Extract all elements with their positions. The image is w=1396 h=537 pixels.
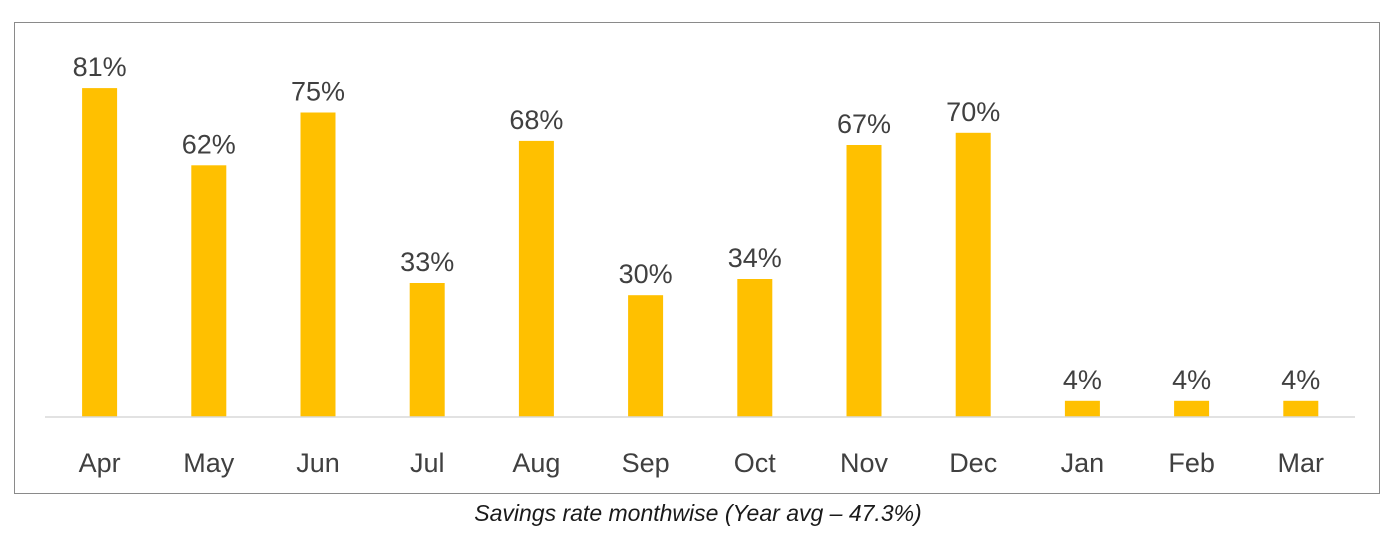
chart-frame: 81% 62% 75% 33% 68% 30% 34% 67% 70% 4% 4% 4% Apr May… xyxy=(14,22,1380,494)
bar-chart: 81% 62% 75% 33% 68% 30% 34% 67% 70% 4% 4% 4% Apr May… xyxy=(45,52,1355,478)
x-tick-label-jul: Jul xyxy=(410,448,445,478)
data-label-apr: 81% xyxy=(73,52,127,82)
data-label-oct: 34% xyxy=(728,243,782,273)
x-tick-labels-group: Apr May Jun Jul Aug Sep Oct Nov Dec Jan Feb Mar xyxy=(79,448,1324,478)
data-label-jun: 75% xyxy=(291,77,345,107)
data-label-jan: 4% xyxy=(1063,365,1102,395)
bar-oct xyxy=(737,279,773,417)
x-tick-label-feb: Feb xyxy=(1168,448,1215,478)
bars-group xyxy=(82,88,1319,418)
bar-jun xyxy=(300,112,336,417)
x-tick-label-dec: Dec xyxy=(949,448,997,478)
bar-sep xyxy=(628,295,664,417)
bar-dec xyxy=(955,132,991,418)
x-tick-label-jun: Jun xyxy=(296,448,340,478)
x-tick-label-sep: Sep xyxy=(622,448,670,478)
bar-jan xyxy=(1064,400,1100,417)
bar-feb xyxy=(1174,400,1210,417)
data-label-nov: 67% xyxy=(837,109,891,139)
x-tick-label-may: May xyxy=(183,448,235,478)
bar-may xyxy=(191,165,227,417)
bar-mar xyxy=(1283,400,1319,417)
data-label-sep: 30% xyxy=(619,259,673,289)
x-tick-label-jan: Jan xyxy=(1061,448,1105,478)
data-label-jul: 33% xyxy=(400,247,454,277)
x-tick-label-mar: Mar xyxy=(1278,448,1325,478)
bar-aug xyxy=(518,140,554,417)
x-tick-label-aug: Aug xyxy=(512,448,560,478)
x-tick-label-oct: Oct xyxy=(734,448,777,478)
bar-jul xyxy=(409,283,445,417)
chart-caption: Savings rate monthwise (Year avg – 47.3%… xyxy=(474,500,922,526)
x-tick-label-nov: Nov xyxy=(840,448,889,478)
data-labels-group: 81% 62% 75% 33% 68% 30% 34% 67% 70% 4% 4% 4% xyxy=(73,52,1321,395)
bar-nov xyxy=(846,145,882,417)
x-tick-label-apr: Apr xyxy=(79,448,121,478)
data-label-mar: 4% xyxy=(1281,365,1320,395)
data-label-feb: 4% xyxy=(1172,365,1211,395)
data-label-may: 62% xyxy=(182,129,236,159)
data-label-aug: 68% xyxy=(509,105,563,135)
data-label-dec: 70% xyxy=(946,97,1000,127)
bar-apr xyxy=(82,88,118,417)
